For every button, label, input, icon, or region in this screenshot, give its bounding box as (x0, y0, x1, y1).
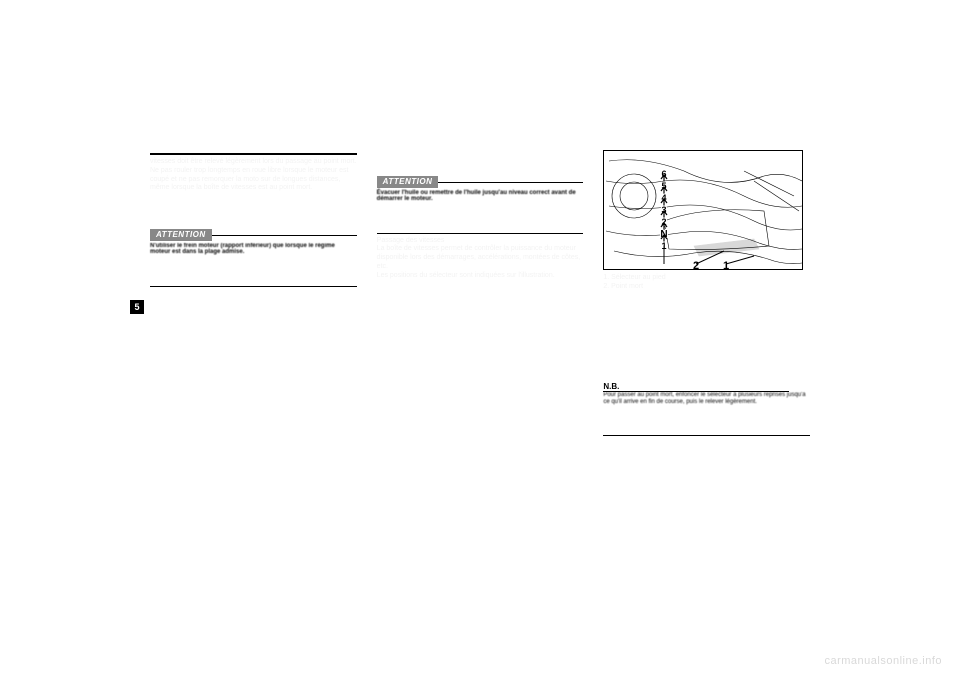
col1-para1: vitesses doit être relevé légèrement lor… (150, 158, 357, 167)
gear-shift-illustration: 65432N1 2 1 (603, 150, 803, 270)
watermark: carmanualsonline.info (824, 655, 942, 667)
col2-para2: La boîte de vitesses permet de contrôler… (377, 245, 584, 271)
column-1: vitesses doit être relevé légèrement lor… (150, 150, 357, 590)
attention-badge: ATTENTION (377, 176, 439, 188)
col2-attention-text: Évacuer l'huile ou remettre de l'huile j… (377, 190, 584, 203)
illus-caption-2: 2. Point mort (603, 283, 810, 292)
column-2: ATTENTION Évacuer l'huile ou remettre de… (377, 150, 584, 590)
rule (377, 233, 584, 234)
rule (150, 153, 357, 155)
attention-heading-1: ATTENTION (150, 229, 357, 241)
rule (603, 435, 810, 436)
col2-para3: Les positions du sélecteur sont indiquée… (377, 272, 584, 281)
col2-para1: Passage des vitesses (377, 237, 584, 246)
callout-2: 2 (693, 260, 699, 270)
attention-rule (212, 235, 357, 236)
nb-heading: N.B. (603, 382, 810, 393)
rule (150, 286, 357, 287)
page-content: vitesses doit être relevé légèrement lor… (150, 150, 810, 590)
column-3: 65432N1 2 1 1. Sélecteur au pied 2. Poin… (603, 150, 810, 590)
chapter-number-badge: 5 (130, 300, 144, 314)
attention-rule (438, 182, 583, 183)
nb-text: Pour passer au point mort, enfoncer le s… (603, 392, 810, 405)
col1-attention-text: N'utiliser le frein moteur (rapport infé… (150, 243, 357, 256)
attention-heading-2: ATTENTION (377, 176, 584, 188)
attention-badge: ATTENTION (150, 229, 212, 241)
callout-1: 1 (723, 260, 729, 270)
nb-label: N.B. (603, 382, 619, 392)
col1-para2: Ne pas rouler trop longtemps en roue lib… (150, 167, 357, 193)
illus-caption-1: 1. Sélecteur au pied (603, 274, 810, 283)
